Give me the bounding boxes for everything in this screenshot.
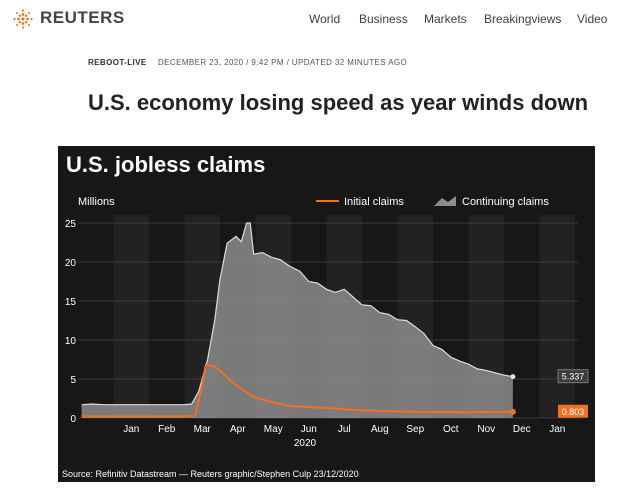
y-tick-label: 5 [70, 375, 76, 386]
nav-video[interactable]: Video [577, 12, 608, 26]
jobless-claims-chart: U.S. jobless claims Millions Initial cla… [58, 146, 595, 482]
x-axis-year-label: 2020 [294, 438, 317, 449]
x-tick-label: Oct [443, 424, 459, 435]
x-tick-label: Apr [230, 424, 246, 435]
y-tick-label: 0 [70, 414, 76, 425]
x-tick-label: Jul [338, 424, 351, 435]
x-tick-label: Jun [301, 424, 317, 435]
continuing-end-label-box [557, 369, 589, 384]
y-tick-label: 20 [65, 258, 77, 269]
brand-wordmark[interactable]: REUTERS [40, 8, 125, 27]
article-dateline: DECEMBER 23, 2020 / 9:42 PM / UPDATED 32… [158, 58, 408, 67]
article-kicker[interactable]: REBOOT-LIVE [88, 58, 147, 67]
legend-continuing-swatch [434, 196, 456, 206]
continuing-claims-area [81, 223, 513, 418]
x-tick-label: Jan [549, 424, 565, 435]
x-tick-label: Mar [194, 424, 212, 435]
chart-title: U.S. jobless claims [66, 152, 265, 177]
x-tick-label: Feb [158, 424, 176, 435]
x-tick-label: May [264, 424, 283, 435]
y-axis-unit-label: Millions [78, 196, 115, 208]
initial-end-label-box [558, 404, 588, 418]
month-band [539, 215, 575, 418]
y-tick-label: 25 [65, 219, 77, 230]
x-tick-label: Dec [513, 424, 531, 435]
legend-initial-label: Initial claims [344, 196, 404, 208]
nav-business[interactable]: Business [359, 12, 408, 26]
nav-markets[interactable]: Markets [424, 12, 467, 26]
y-tick-label: 10 [65, 336, 77, 347]
chart-source: Source: Refinitiv Datastream — Reuters g… [62, 469, 359, 479]
x-tick-label: Sep [406, 424, 424, 435]
reuters-logo-icon[interactable] [10, 8, 36, 30]
y-tick-label: 15 [65, 297, 77, 308]
x-tick-label: Aug [371, 424, 389, 435]
x-tick-label: Nov [477, 424, 495, 435]
month-band [113, 215, 149, 418]
chart-svg: U.S. jobless claims Millions Initial cla… [58, 146, 595, 482]
nav-breakingviews[interactable]: Breakingviews [484, 12, 562, 26]
continuing-claims-endpoint [510, 374, 516, 380]
continuing-end-label: 5.337 [562, 372, 585, 382]
initial-claims-endpoint [509, 408, 516, 415]
nav-world[interactable]: World [309, 12, 341, 26]
initial-claims-line [81, 363, 513, 418]
x-tick-label: Jan [123, 424, 139, 435]
article-headline: U.S. economy losing speed as year winds … [88, 90, 589, 115]
legend-continuing-label: Continuing claims [462, 196, 549, 208]
initial-end-label: 0.803 [562, 407, 585, 417]
